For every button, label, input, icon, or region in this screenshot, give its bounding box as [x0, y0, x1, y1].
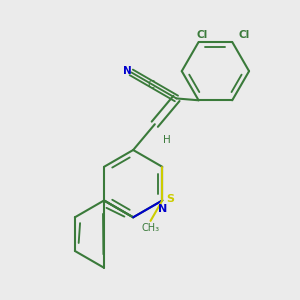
Text: N: N [123, 66, 131, 76]
Text: Cl: Cl [239, 30, 250, 40]
Text: N: N [158, 204, 167, 214]
Text: Cl: Cl [197, 30, 208, 40]
Text: C: C [148, 80, 155, 90]
Text: CH₃: CH₃ [142, 223, 160, 232]
Text: H: H [163, 135, 170, 145]
Text: S: S [166, 194, 174, 204]
